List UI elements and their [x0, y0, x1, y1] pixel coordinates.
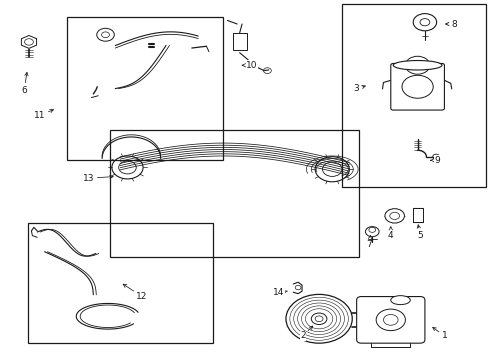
- Circle shape: [311, 313, 326, 324]
- Text: 2: 2: [300, 326, 312, 341]
- Text: 14: 14: [272, 288, 287, 297]
- Text: 4: 4: [387, 227, 393, 240]
- Bar: [66, 17, 222, 160]
- Circle shape: [384, 209, 404, 223]
- Text: 10: 10: [242, 61, 257, 70]
- Text: 3: 3: [353, 84, 365, 93]
- Bar: [27, 223, 212, 343]
- Ellipse shape: [390, 296, 409, 305]
- Bar: [412, 208, 422, 222]
- Text: 5: 5: [416, 225, 422, 240]
- Polygon shape: [21, 36, 37, 48]
- Text: 11: 11: [34, 109, 53, 120]
- FancyBboxPatch shape: [356, 297, 424, 343]
- Text: 1: 1: [432, 327, 447, 341]
- Text: 13: 13: [82, 174, 113, 183]
- Text: 12: 12: [123, 284, 147, 301]
- Ellipse shape: [392, 60, 441, 70]
- Text: 8: 8: [445, 19, 456, 28]
- Circle shape: [412, 14, 436, 31]
- Bar: [341, 4, 485, 187]
- Text: 6: 6: [21, 72, 28, 95]
- Text: 9: 9: [430, 156, 439, 165]
- FancyBboxPatch shape: [390, 63, 444, 110]
- Bar: [233, 33, 246, 50]
- Text: 7: 7: [365, 235, 371, 249]
- Bar: [110, 130, 358, 257]
- Circle shape: [365, 226, 378, 237]
